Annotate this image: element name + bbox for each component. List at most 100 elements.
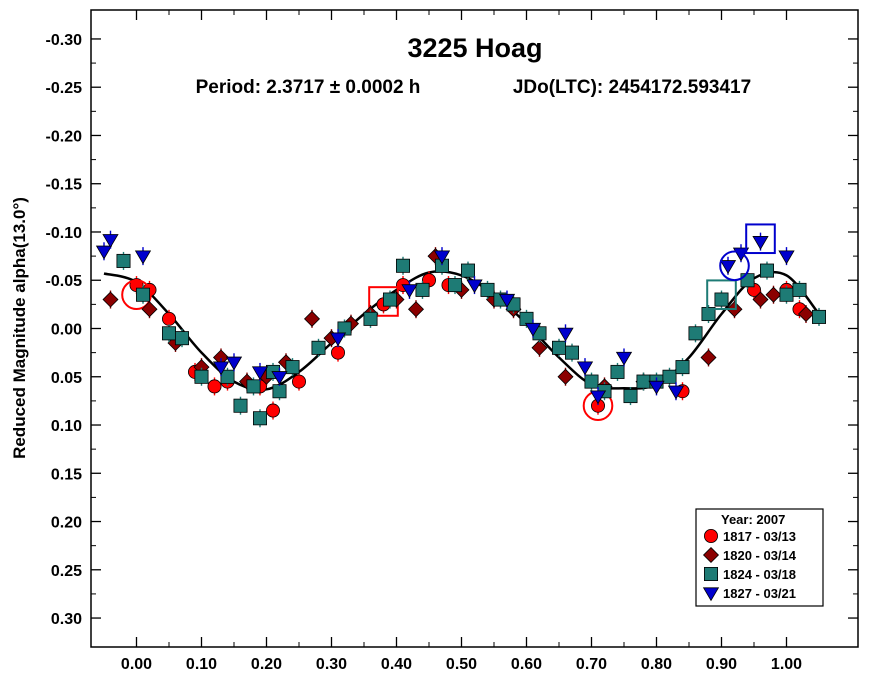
x-tick-label: 0.30 [316, 656, 347, 673]
data-point [141, 301, 158, 318]
y-tick-label: -0.15 [46, 177, 83, 194]
chart-subtitle-period: Period: 2.3717 ± 0.0002 h [196, 77, 421, 98]
y-tick-label: 0.00 [51, 322, 82, 339]
x-tick-label: 0.90 [706, 656, 737, 673]
legend-marker [702, 546, 720, 564]
y-tick-label: 0.20 [51, 515, 82, 532]
data-point [740, 273, 755, 288]
data-point [719, 260, 737, 274]
data-point [194, 369, 209, 384]
data-point [311, 340, 326, 355]
highlight-marker [745, 223, 776, 255]
data-point [700, 349, 717, 366]
legend: Year: 2007 1817 - 03/13 1820 - 03/14 1824 … [695, 508, 824, 607]
data-point [589, 390, 607, 405]
data-point [95, 245, 113, 260]
data-point [466, 279, 483, 294]
data-point [135, 287, 150, 302]
y-tick-label: -0.25 [46, 80, 83, 97]
x-tick-label: 0.80 [641, 656, 672, 673]
x-tick-label: 0.70 [576, 656, 607, 673]
y-tick-label: -0.05 [46, 273, 83, 290]
legend-marker [702, 587, 720, 602]
data-point [252, 411, 267, 426]
data-point [610, 364, 625, 379]
data-point [480, 282, 495, 297]
highlight-marker [706, 279, 737, 311]
data-point [460, 263, 475, 278]
highlight-marker [121, 279, 152, 311]
legend-items: 1817 - 03/13 1820 - 03/14 1824 - 03/18 1827… [702, 529, 797, 602]
data-point [303, 310, 321, 327]
y-tick-label: 0.15 [51, 466, 82, 483]
data-point [714, 292, 729, 307]
data-point [675, 360, 690, 375]
data-point [812, 309, 827, 324]
data-point [395, 258, 410, 273]
legend-label: 1824 - 03/18 [723, 567, 796, 582]
data-point [792, 282, 807, 297]
data-point [207, 379, 222, 394]
data-point [102, 234, 119, 248]
data-point [778, 250, 795, 265]
data-point [557, 327, 574, 342]
data-point [415, 282, 430, 297]
data-point [407, 301, 425, 318]
data-point [667, 385, 685, 400]
y-tick-label: -0.20 [46, 128, 83, 145]
data-point [382, 292, 397, 307]
data-point [285, 360, 300, 375]
data-point [401, 284, 418, 299]
y-tick-label: -0.10 [46, 225, 83, 242]
data-point [271, 371, 288, 385]
data-point [779, 287, 794, 302]
data-point [524, 322, 542, 337]
y-axis: -0.30 -0.25 -0.20 -0.15 -0.10 -0.05 0.00 0.05 0.… [46, 32, 858, 628]
data-point [552, 340, 567, 355]
legend-label: 1820 - 03/14 [723, 548, 797, 563]
legend-title: Year: 2007 [721, 512, 785, 527]
y-axis-label: Reduced Magnitude alpha(13.0°) [10, 197, 29, 459]
data-point [688, 326, 703, 341]
y-tick-label: 0.25 [51, 563, 82, 580]
data-point [246, 379, 261, 394]
data-point [134, 250, 152, 265]
chart-subtitle-epoch: JDo(LTC): 2454172.593417 [513, 77, 751, 98]
data-point [265, 403, 280, 418]
data-point [752, 236, 769, 250]
data-point [161, 311, 176, 326]
data-point [447, 278, 462, 293]
data-point [615, 351, 633, 366]
x-tick-label: 0.10 [186, 656, 217, 673]
y-tick-label: 0.05 [51, 370, 82, 387]
series-2 [102, 247, 815, 396]
data-point [760, 263, 775, 278]
data-point [584, 374, 599, 389]
data-point [363, 311, 378, 326]
data-point [636, 374, 651, 389]
data-point [557, 368, 574, 385]
data-point [116, 253, 131, 268]
data-point [102, 291, 119, 308]
x-tick-label: 0.00 [121, 656, 152, 673]
data-point [701, 307, 716, 322]
x-tick-label: 1.00 [771, 656, 802, 673]
data-point [225, 356, 243, 371]
legend-marker [704, 567, 719, 582]
data-point [233, 398, 248, 413]
data-point [212, 361, 230, 376]
x-tick-label: 0.50 [446, 656, 477, 673]
data-point [797, 306, 815, 323]
data-point [291, 374, 306, 389]
data-point [433, 250, 451, 265]
data-point [174, 331, 189, 346]
x-axis: 0.00 0.10 0.20 0.30 0.40 0.50 0.60 0.70 0.80 0.90… [121, 10, 802, 673]
data-point [251, 366, 269, 381]
data-point [752, 291, 769, 308]
data-point [161, 326, 176, 341]
data-point [498, 293, 516, 308]
series-4 [95, 223, 795, 406]
highlight-marker [719, 250, 750, 282]
data-point [565, 345, 580, 360]
